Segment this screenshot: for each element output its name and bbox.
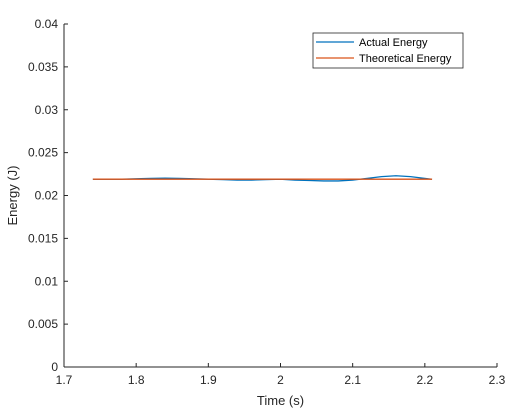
y-tick-label: 0.03: [35, 103, 59, 117]
y-tick-label: 0.015: [28, 231, 58, 245]
ticks-layer: 1.7 1.8 1.9 2 2.1 2.2 2.3 0 0.005 0.01 0.015 0.02 0.…: [28, 17, 506, 387]
x-tick-label: 1.7: [56, 373, 73, 387]
legend: Actual Energy Theoretical Energy: [312, 32, 464, 69]
x-tick-label: 1.8: [128, 373, 145, 387]
x-tick-label: 1.9: [200, 373, 217, 387]
x-axis-label: Time (s): [257, 393, 304, 408]
y-tick-label: 0.005: [28, 317, 58, 331]
y-tick-label: 0.01: [35, 274, 59, 288]
x-tick-label: 2.3: [489, 373, 506, 387]
y-tick-label: 0.035: [28, 60, 58, 74]
x-tick-label: 2: [277, 373, 284, 387]
y-tick-label: 0.04: [35, 17, 59, 31]
legend-label-theoretical-energy: Theoretical Energy: [359, 53, 452, 65]
series-layer: [92, 175, 433, 182]
y-tick-label: 0.025: [28, 146, 58, 160]
legend-label-actual-energy: Actual Energy: [359, 37, 428, 49]
legend-box: [312, 32, 464, 69]
y-axis-label: Energy (J): [5, 166, 20, 226]
plot-background: [64, 24, 497, 367]
x-tick-label: 2.2: [416, 373, 433, 387]
x-tick-label: 2.1: [344, 373, 361, 387]
y-tick-label: 0: [51, 360, 58, 374]
y-tick-label: 0.02: [35, 189, 59, 203]
